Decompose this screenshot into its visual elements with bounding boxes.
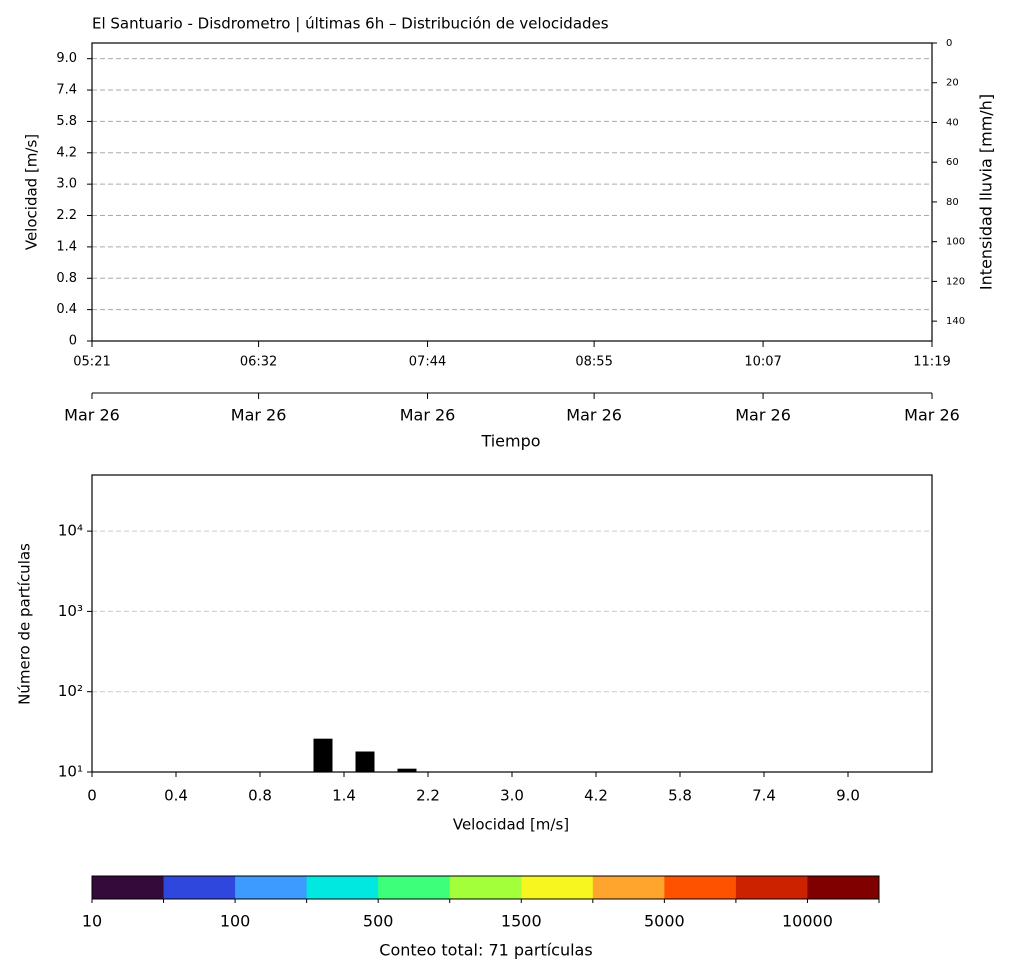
x2-tick-label: Mar 26 xyxy=(231,406,287,425)
colorbar-tick-label: 10 xyxy=(82,912,102,931)
y2-tick-label: 140 xyxy=(946,316,965,327)
y-tick-label: 4.2 xyxy=(56,145,77,160)
color-swatch xyxy=(807,876,880,899)
y2-tick-label: 0 xyxy=(946,38,952,49)
x-tick-label: 1.4 xyxy=(332,787,356,805)
bar xyxy=(397,768,417,772)
color-swatch xyxy=(449,876,522,899)
x-tick-label: 11:19 xyxy=(913,355,950,370)
y2-tick-label: 60 xyxy=(946,157,959,168)
color-swatch xyxy=(664,876,737,899)
y-tick-label: 10³ xyxy=(58,602,83,620)
y-tick-label: 10² xyxy=(58,682,83,700)
y-tick-label: 3.0 xyxy=(56,177,77,192)
colorbar-label: Conteo total: 71 partículas xyxy=(379,941,592,960)
y2-tick-label: 120 xyxy=(946,276,965,287)
chart-title: El Santuario - Disdrometro | últimas 6h … xyxy=(92,15,609,33)
y-tick-label: 10⁴ xyxy=(58,522,83,540)
color-swatch xyxy=(521,876,594,899)
color-swatch xyxy=(306,876,379,899)
colorbar-tick-label: 100 xyxy=(220,912,251,931)
y-axis-label: Número de partículas xyxy=(16,543,34,705)
x2-tick-label: Mar 26 xyxy=(735,406,791,425)
x-tick-label: 7.4 xyxy=(752,787,776,805)
x-tick-label: 3.0 xyxy=(500,787,524,805)
color-swatch xyxy=(163,876,236,899)
y2-tick-label: 20 xyxy=(946,78,959,89)
x2-tick-label: Mar 26 xyxy=(566,406,622,425)
x-tick-label: 08:55 xyxy=(575,355,612,370)
colorbar-tick-label: 500 xyxy=(363,912,394,931)
y-tick-label: 9.0 xyxy=(56,51,77,66)
x-tick-label: 05:21 xyxy=(73,355,110,370)
plot-frame xyxy=(91,474,933,773)
x-tick-label: 0.8 xyxy=(248,787,272,805)
y-tick-label: 0.8 xyxy=(56,271,77,286)
color-swatch xyxy=(378,876,451,899)
y-tick-label: 2.2 xyxy=(56,208,77,223)
plot-frame xyxy=(91,42,933,342)
y2-tick-label: 40 xyxy=(946,117,959,128)
bar xyxy=(355,751,375,772)
x2-tick-label: Mar 26 xyxy=(64,406,120,425)
x-tick-label: 9.0 xyxy=(836,787,860,805)
y2-tick-label: 80 xyxy=(946,197,959,208)
x-tick-label: 4.2 xyxy=(584,787,608,805)
x-tick-label: 2.2 xyxy=(416,787,440,805)
y-tick-label: 7.4 xyxy=(56,83,77,98)
x-tick-label: 06:32 xyxy=(240,355,277,370)
color-swatch xyxy=(592,876,665,899)
colorbar-frame xyxy=(91,875,880,900)
color-swatch xyxy=(92,876,165,899)
x2-tick-label: Mar 26 xyxy=(400,406,456,425)
colorbar-tick-label: 5000 xyxy=(644,912,685,931)
x-axis-label: Velocidad [m/s] xyxy=(453,816,569,834)
colorbar-tick-label: 10000 xyxy=(782,912,833,931)
y-tick-label: 10¹ xyxy=(58,763,83,781)
y-axis-label: Velocidad [m/s] xyxy=(23,134,41,250)
color-swatch xyxy=(735,876,808,899)
y-tick-label: 0.4 xyxy=(56,302,77,317)
x-tick-label: 0 xyxy=(87,787,97,805)
y-tick-label: 0 xyxy=(69,334,77,349)
y-tick-label: 1.4 xyxy=(56,239,77,254)
y2-axis-label: Intensidad lluvia [mm/h] xyxy=(977,94,996,290)
bar xyxy=(313,738,333,772)
y2-tick-label: 100 xyxy=(946,237,965,248)
x2-tick-label: Mar 26 xyxy=(904,406,960,425)
x-tick-label: 07:44 xyxy=(409,355,446,370)
y-tick-label: 5.8 xyxy=(56,114,77,129)
color-swatch xyxy=(235,876,308,899)
colorbar-tick-label: 1500 xyxy=(501,912,542,931)
x-tick-label: 10:07 xyxy=(744,355,781,370)
x-tick-label: 5.8 xyxy=(668,787,692,805)
x-tick-label: 0.4 xyxy=(164,787,188,805)
x-axis-label: Tiempo xyxy=(480,432,540,451)
